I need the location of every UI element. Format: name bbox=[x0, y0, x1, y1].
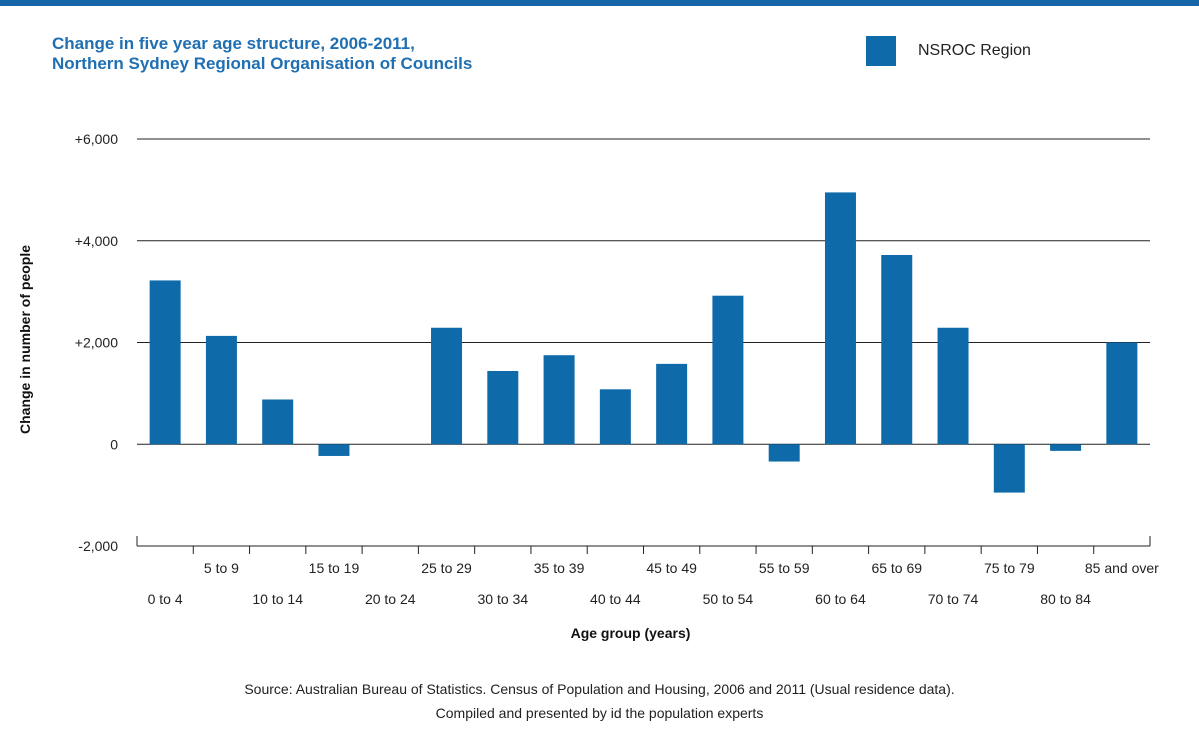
x-tick-label-15: 75 to 79 bbox=[984, 560, 1035, 576]
bar-75-to-79 bbox=[993, 444, 1025, 493]
bar-45-to-49 bbox=[656, 363, 688, 445]
bar-30-to-34 bbox=[487, 370, 519, 445]
bar-35-to-39 bbox=[543, 355, 575, 445]
legend-swatch-nsroc bbox=[866, 36, 896, 66]
x-tick-label-14: 70 to 74 bbox=[928, 591, 979, 607]
x-tick-label-1: 5 to 9 bbox=[204, 560, 239, 576]
bar-10-to-14 bbox=[262, 399, 294, 445]
y-tick-label-4: -2,000 bbox=[78, 538, 118, 554]
bar-5-to-9 bbox=[205, 335, 237, 445]
x-tick-label-13: 65 to 69 bbox=[871, 560, 922, 576]
x-tick-label-17: 85 and over bbox=[1085, 560, 1159, 576]
bar-70-to-74 bbox=[937, 327, 969, 445]
bar-60-to-64 bbox=[824, 192, 856, 445]
bar-65-to-69 bbox=[881, 254, 913, 445]
legend: NSROC Region bbox=[866, 36, 1031, 66]
y-tick-label-2: +2,000 bbox=[75, 335, 118, 351]
bar-80-to-84 bbox=[1050, 444, 1082, 451]
bar-50-to-54 bbox=[712, 295, 744, 445]
source-note: Source: Australian Bureau of Statistics.… bbox=[0, 677, 1199, 725]
bar-55-to-59 bbox=[768, 444, 800, 462]
x-tick-label-3: 15 to 19 bbox=[309, 560, 360, 576]
y-tick-label-1: +4,000 bbox=[75, 233, 118, 249]
bar-0-to-4 bbox=[149, 280, 181, 445]
x-tick-label-12: 60 to 64 bbox=[815, 591, 866, 607]
x-tick-label-10: 50 to 54 bbox=[703, 591, 754, 607]
x-tick-label-0: 0 to 4 bbox=[148, 591, 183, 607]
source-line-2: Compiled and presented by id the populat… bbox=[435, 705, 764, 721]
x-tick-label-4: 20 to 24 bbox=[365, 591, 416, 607]
x-tick-label-8: 40 to 44 bbox=[590, 591, 641, 607]
bar-85-and-over bbox=[1106, 342, 1138, 445]
chart-title-line-1: Change in five year age structure, 2006-… bbox=[52, 34, 415, 53]
bar-15-to-19 bbox=[318, 444, 350, 456]
y-tick-label-0: +6,000 bbox=[75, 131, 118, 147]
x-axis-title: Age group (years) bbox=[571, 625, 691, 641]
x-tick-label-2: 10 to 14 bbox=[252, 591, 303, 607]
x-tick-label-5: 25 to 29 bbox=[421, 560, 472, 576]
top-accent-bar bbox=[0, 0, 1199, 6]
x-tick-label-6: 30 to 34 bbox=[478, 591, 529, 607]
chart-title: Change in five year age structure, 2006-… bbox=[52, 34, 472, 74]
y-tick-label-3: 0 bbox=[110, 436, 118, 452]
x-tick-label-16: 80 to 84 bbox=[1040, 591, 1091, 607]
x-tick-label-9: 45 to 49 bbox=[646, 560, 697, 576]
legend-label-nsroc: NSROC Region bbox=[918, 42, 1031, 59]
source-line-1: Source: Australian Bureau of Statistics.… bbox=[244, 681, 955, 697]
chart-title-line-2: Northern Sydney Regional Organisation of… bbox=[52, 54, 473, 73]
bar-25-to-29 bbox=[431, 327, 463, 445]
bar-40-to-44 bbox=[599, 389, 631, 445]
x-tick-label-7: 35 to 39 bbox=[534, 560, 585, 576]
y-axis-title: Change in number of people bbox=[17, 245, 33, 434]
x-tick-label-11: 55 to 59 bbox=[759, 560, 810, 576]
